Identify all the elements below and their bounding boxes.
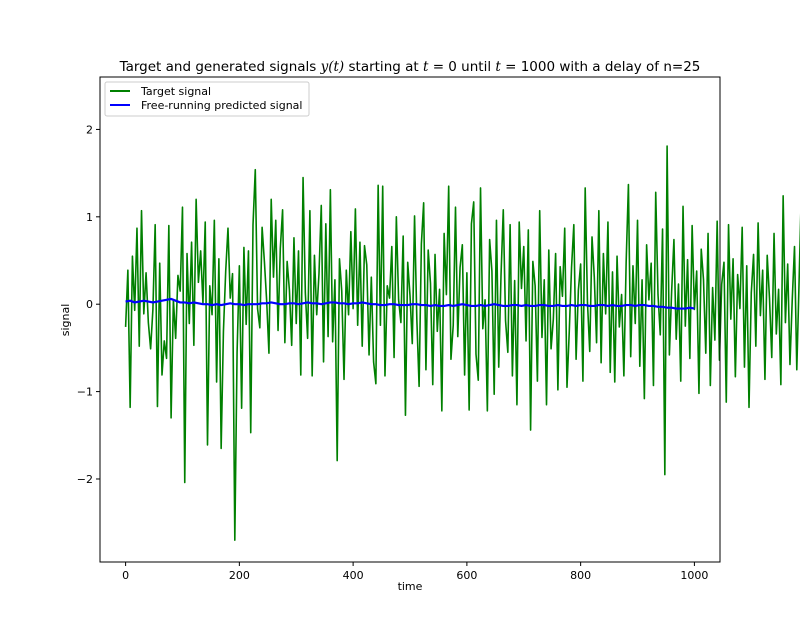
x-axis-label: time	[398, 580, 423, 593]
title-part-6: t	[495, 59, 501, 75]
title-part-2: y(t)	[320, 59, 345, 75]
series-line-target-signal	[124, 145, 800, 541]
y-tick-label: 1	[86, 211, 93, 224]
legend-predicted-signal-label: Free-running predicted signal	[141, 99, 302, 112]
legend-box	[104, 81, 310, 117]
title-part-4: t	[423, 59, 429, 75]
chart-title: Target and generated signals y(t) starti…	[119, 59, 701, 75]
x-tick-label: 200	[229, 569, 250, 582]
y-axis-ticks: −2 −1 0 1 2	[77, 123, 100, 486]
y-tick-label: 2	[86, 123, 93, 136]
title-part-7: = 1000 with a delay of n=25	[501, 59, 701, 75]
x-axis-ticks: 0 200 400 600 800 1000	[122, 562, 708, 582]
title-part-1: Target and generated signals	[119, 59, 321, 75]
title-part-5: = 0 until	[428, 59, 495, 75]
plot-lines	[124, 145, 800, 541]
x-tick-label: 400	[343, 569, 364, 582]
x-tick-label: 1000	[680, 569, 708, 582]
y-tick-label: −1	[77, 386, 93, 399]
x-tick-label: 0	[122, 569, 129, 582]
y-axis-label: signal	[59, 304, 72, 337]
legend-target-signal-label: Target signal	[140, 85, 211, 98]
axes-frame	[99, 76, 721, 563]
title-part-3: starting at	[344, 59, 423, 75]
legend: Target signal Free-running predicted sig…	[104, 81, 310, 117]
x-tick-label: 800	[570, 569, 591, 582]
series-line-predicted-signal	[125, 297, 695, 310]
y-tick-label: 0	[86, 298, 93, 311]
y-tick-label: −2	[77, 473, 93, 486]
x-tick-label: 600	[456, 569, 477, 582]
